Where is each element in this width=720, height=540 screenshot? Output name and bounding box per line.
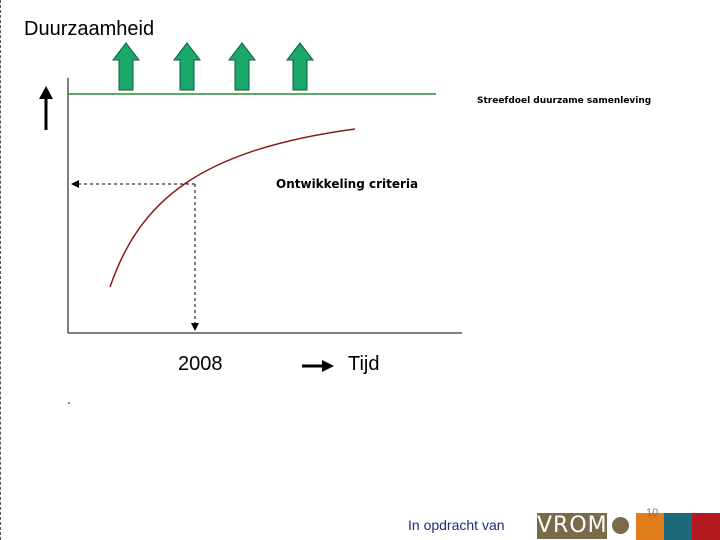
green-up-arrow-4 [285, 42, 315, 91]
small-dot [68, 402, 70, 404]
footer-text: In opdracht van [408, 517, 505, 533]
time-arrow [302, 360, 334, 372]
time-label: Tijd [348, 353, 380, 375]
target-label: Streefdoel duurzame samenleving [477, 96, 652, 106]
development-curve [109, 128, 356, 288]
vrom-logo: VROM [537, 513, 608, 539]
slide-title: Duurzaamheid [24, 18, 155, 40]
page-number: 10 [646, 507, 659, 519]
slide-left-border [0, 0, 1, 540]
teal-tile [664, 513, 692, 540]
sustainability-up-arrow [39, 86, 53, 130]
green-up-arrow-3 [227, 42, 257, 91]
year-label: 2008 [178, 353, 223, 375]
green-up-arrow-2 [172, 42, 202, 91]
logo-dot [612, 517, 629, 534]
orange-tile [636, 513, 664, 540]
red-tile [692, 513, 720, 540]
criteria-label: Ontwikkeling criteria [276, 177, 419, 191]
green-up-arrow-1 [111, 42, 141, 91]
